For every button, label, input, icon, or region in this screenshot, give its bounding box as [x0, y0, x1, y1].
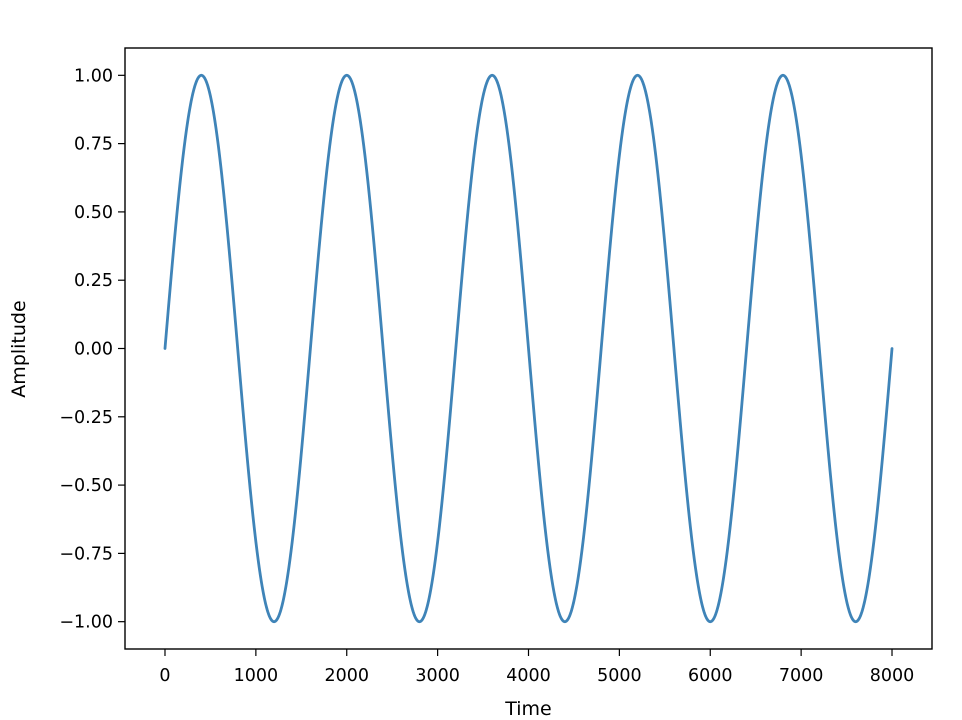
x-tick-label: 1000 — [234, 666, 279, 686]
x-tick-label: 4000 — [506, 666, 551, 686]
x-axis-label: Time — [504, 698, 552, 720]
x-tick-label: 3000 — [415, 666, 460, 686]
y-tick-label: −0.50 — [59, 476, 113, 496]
x-axis: 0 1000 2000 3000 4000 5000 6000 7000 8000 — [159, 649, 914, 686]
x-tick-label: 5000 — [597, 666, 642, 686]
x-tick-label: 7000 — [779, 666, 824, 686]
series-layer — [163, 73, 894, 624]
x-tick-label: 2000 — [324, 666, 369, 686]
y-tick-label: 0.00 — [74, 340, 113, 360]
y-tick-label: −1.00 — [59, 613, 113, 633]
y-tick-label: 0.50 — [74, 203, 113, 223]
series-line-0 — [163, 73, 894, 624]
y-tick-label: −0.75 — [59, 544, 113, 564]
x-tick-label: 0 — [159, 666, 170, 686]
y-tick-label: 1.00 — [74, 66, 113, 86]
y-axis-label: Amplitude — [8, 300, 30, 397]
y-tick-label: 0.75 — [74, 135, 113, 155]
y-axis: 1.00 0.75 0.50 0.25 0.00 −0.25 −0.50 −0.75 −1.00 — [59, 66, 125, 633]
x-tick-label: 6000 — [688, 666, 733, 686]
y-tick-label: 0.25 — [74, 271, 113, 291]
y-tick-label: −0.25 — [59, 408, 113, 428]
x-tick-label: 8000 — [870, 666, 915, 686]
